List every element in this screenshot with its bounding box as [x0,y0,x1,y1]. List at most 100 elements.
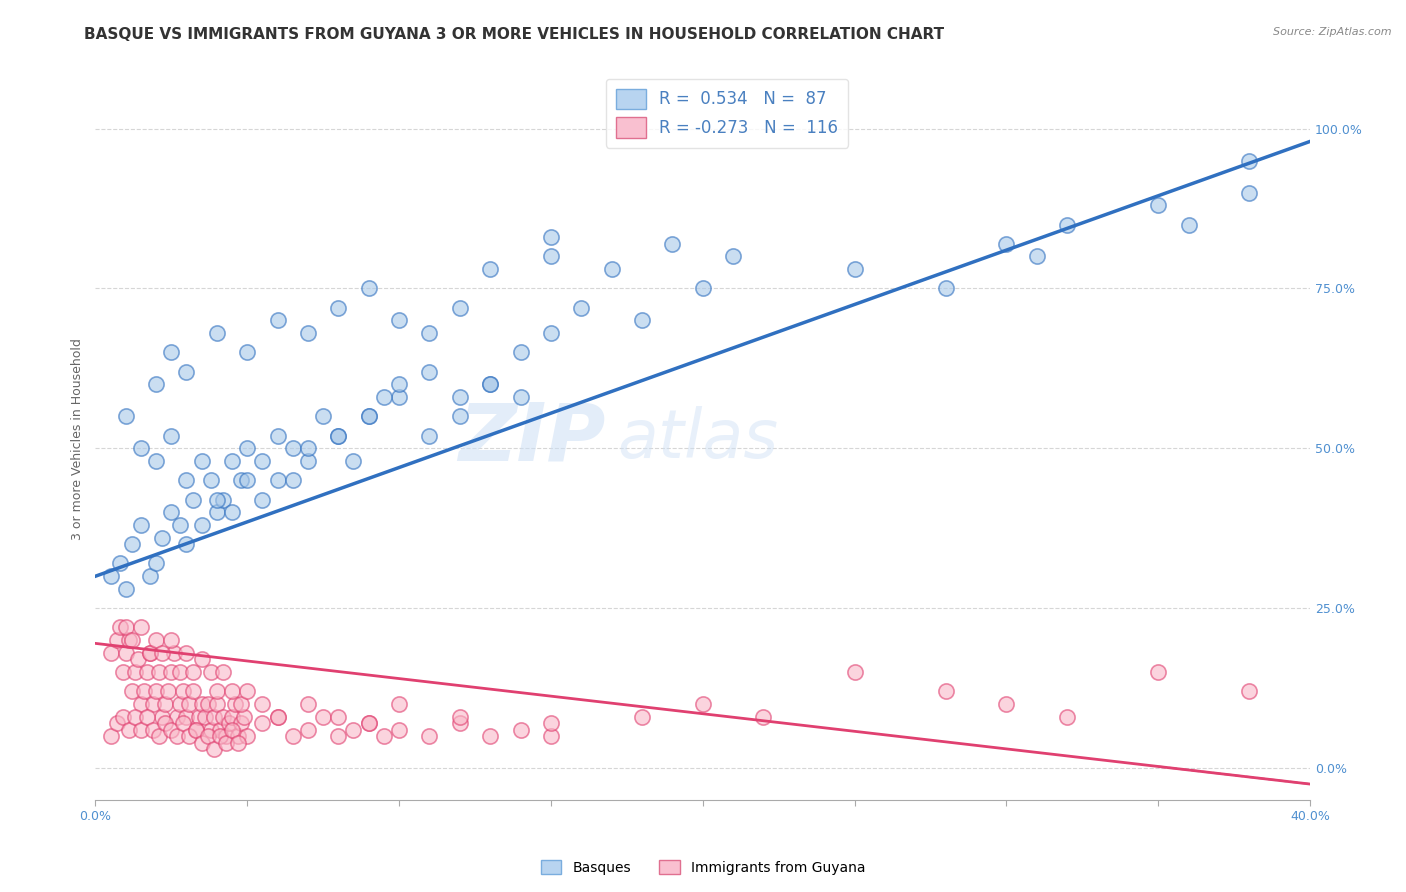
Point [205,492,228,507]
Point [1147,665,1170,680]
Point [184,723,207,737]
Point [233,710,256,724]
Point [221,505,243,519]
Point [197,729,219,743]
Point [266,428,288,442]
Point [160,345,183,359]
Point [631,313,654,327]
Point [540,230,562,244]
Point [212,710,235,724]
Point [114,582,136,596]
Point [194,710,217,724]
Point [114,620,136,634]
Point [357,409,380,424]
Point [631,710,654,724]
Point [357,716,380,731]
Point [160,428,183,442]
Point [373,390,395,404]
Point [224,697,246,711]
Point [221,684,243,698]
Point [226,735,249,749]
Point [540,729,562,743]
Point [176,365,198,379]
Point [752,710,775,724]
Point [190,454,212,468]
Point [145,454,167,468]
Point [166,710,188,724]
Point [160,505,183,519]
Point [935,684,957,698]
Point [281,473,304,487]
Point [145,633,167,648]
Point [281,442,304,456]
Point [266,710,288,724]
Point [221,710,243,724]
Point [205,505,228,519]
Text: atlas: atlas [617,406,779,472]
Point [129,442,152,456]
Point [190,652,212,666]
Point [200,473,222,487]
Point [479,377,502,392]
Point [252,697,274,711]
Point [388,697,411,711]
Point [1239,153,1261,168]
Point [208,729,231,743]
Point [148,665,170,680]
Point [153,716,176,731]
Point [252,454,274,468]
Point [172,684,194,698]
Point [145,377,167,392]
Point [328,428,350,442]
Point [328,710,350,724]
Point [202,742,225,756]
Point [229,716,252,731]
Point [139,569,162,583]
Point [205,697,228,711]
Point [600,262,623,277]
Point [142,697,165,711]
Point [181,492,204,507]
Point [153,697,176,711]
Point [169,697,191,711]
Point [1177,218,1199,232]
Point [150,710,173,724]
Point [124,710,146,724]
Point [357,409,380,424]
Point [108,557,131,571]
Point [139,646,162,660]
Point [202,710,225,724]
Point [212,665,235,680]
Point [449,390,471,404]
Point [328,301,350,315]
Point [139,646,162,660]
Point [479,377,502,392]
Point [121,633,143,648]
Point [179,697,201,711]
Point [692,697,714,711]
Point [357,716,380,731]
Point [388,390,411,404]
Point [373,729,395,743]
Point [226,729,249,743]
Point [1147,198,1170,212]
Point [176,646,198,660]
Point [100,569,122,583]
Point [129,518,152,533]
Point [105,716,128,731]
Text: Source: ZipAtlas.com: Source: ZipAtlas.com [1274,27,1392,37]
Point [449,301,471,315]
Point [1239,186,1261,200]
Point [252,716,274,731]
Point [569,301,592,315]
Point [145,557,167,571]
Point [479,729,502,743]
Text: ZIP: ZIP [458,400,606,478]
Point [266,710,288,724]
Point [218,716,240,731]
Point [200,723,222,737]
Point [388,377,411,392]
Point [1239,684,1261,698]
Point [1056,218,1078,232]
Point [509,345,531,359]
